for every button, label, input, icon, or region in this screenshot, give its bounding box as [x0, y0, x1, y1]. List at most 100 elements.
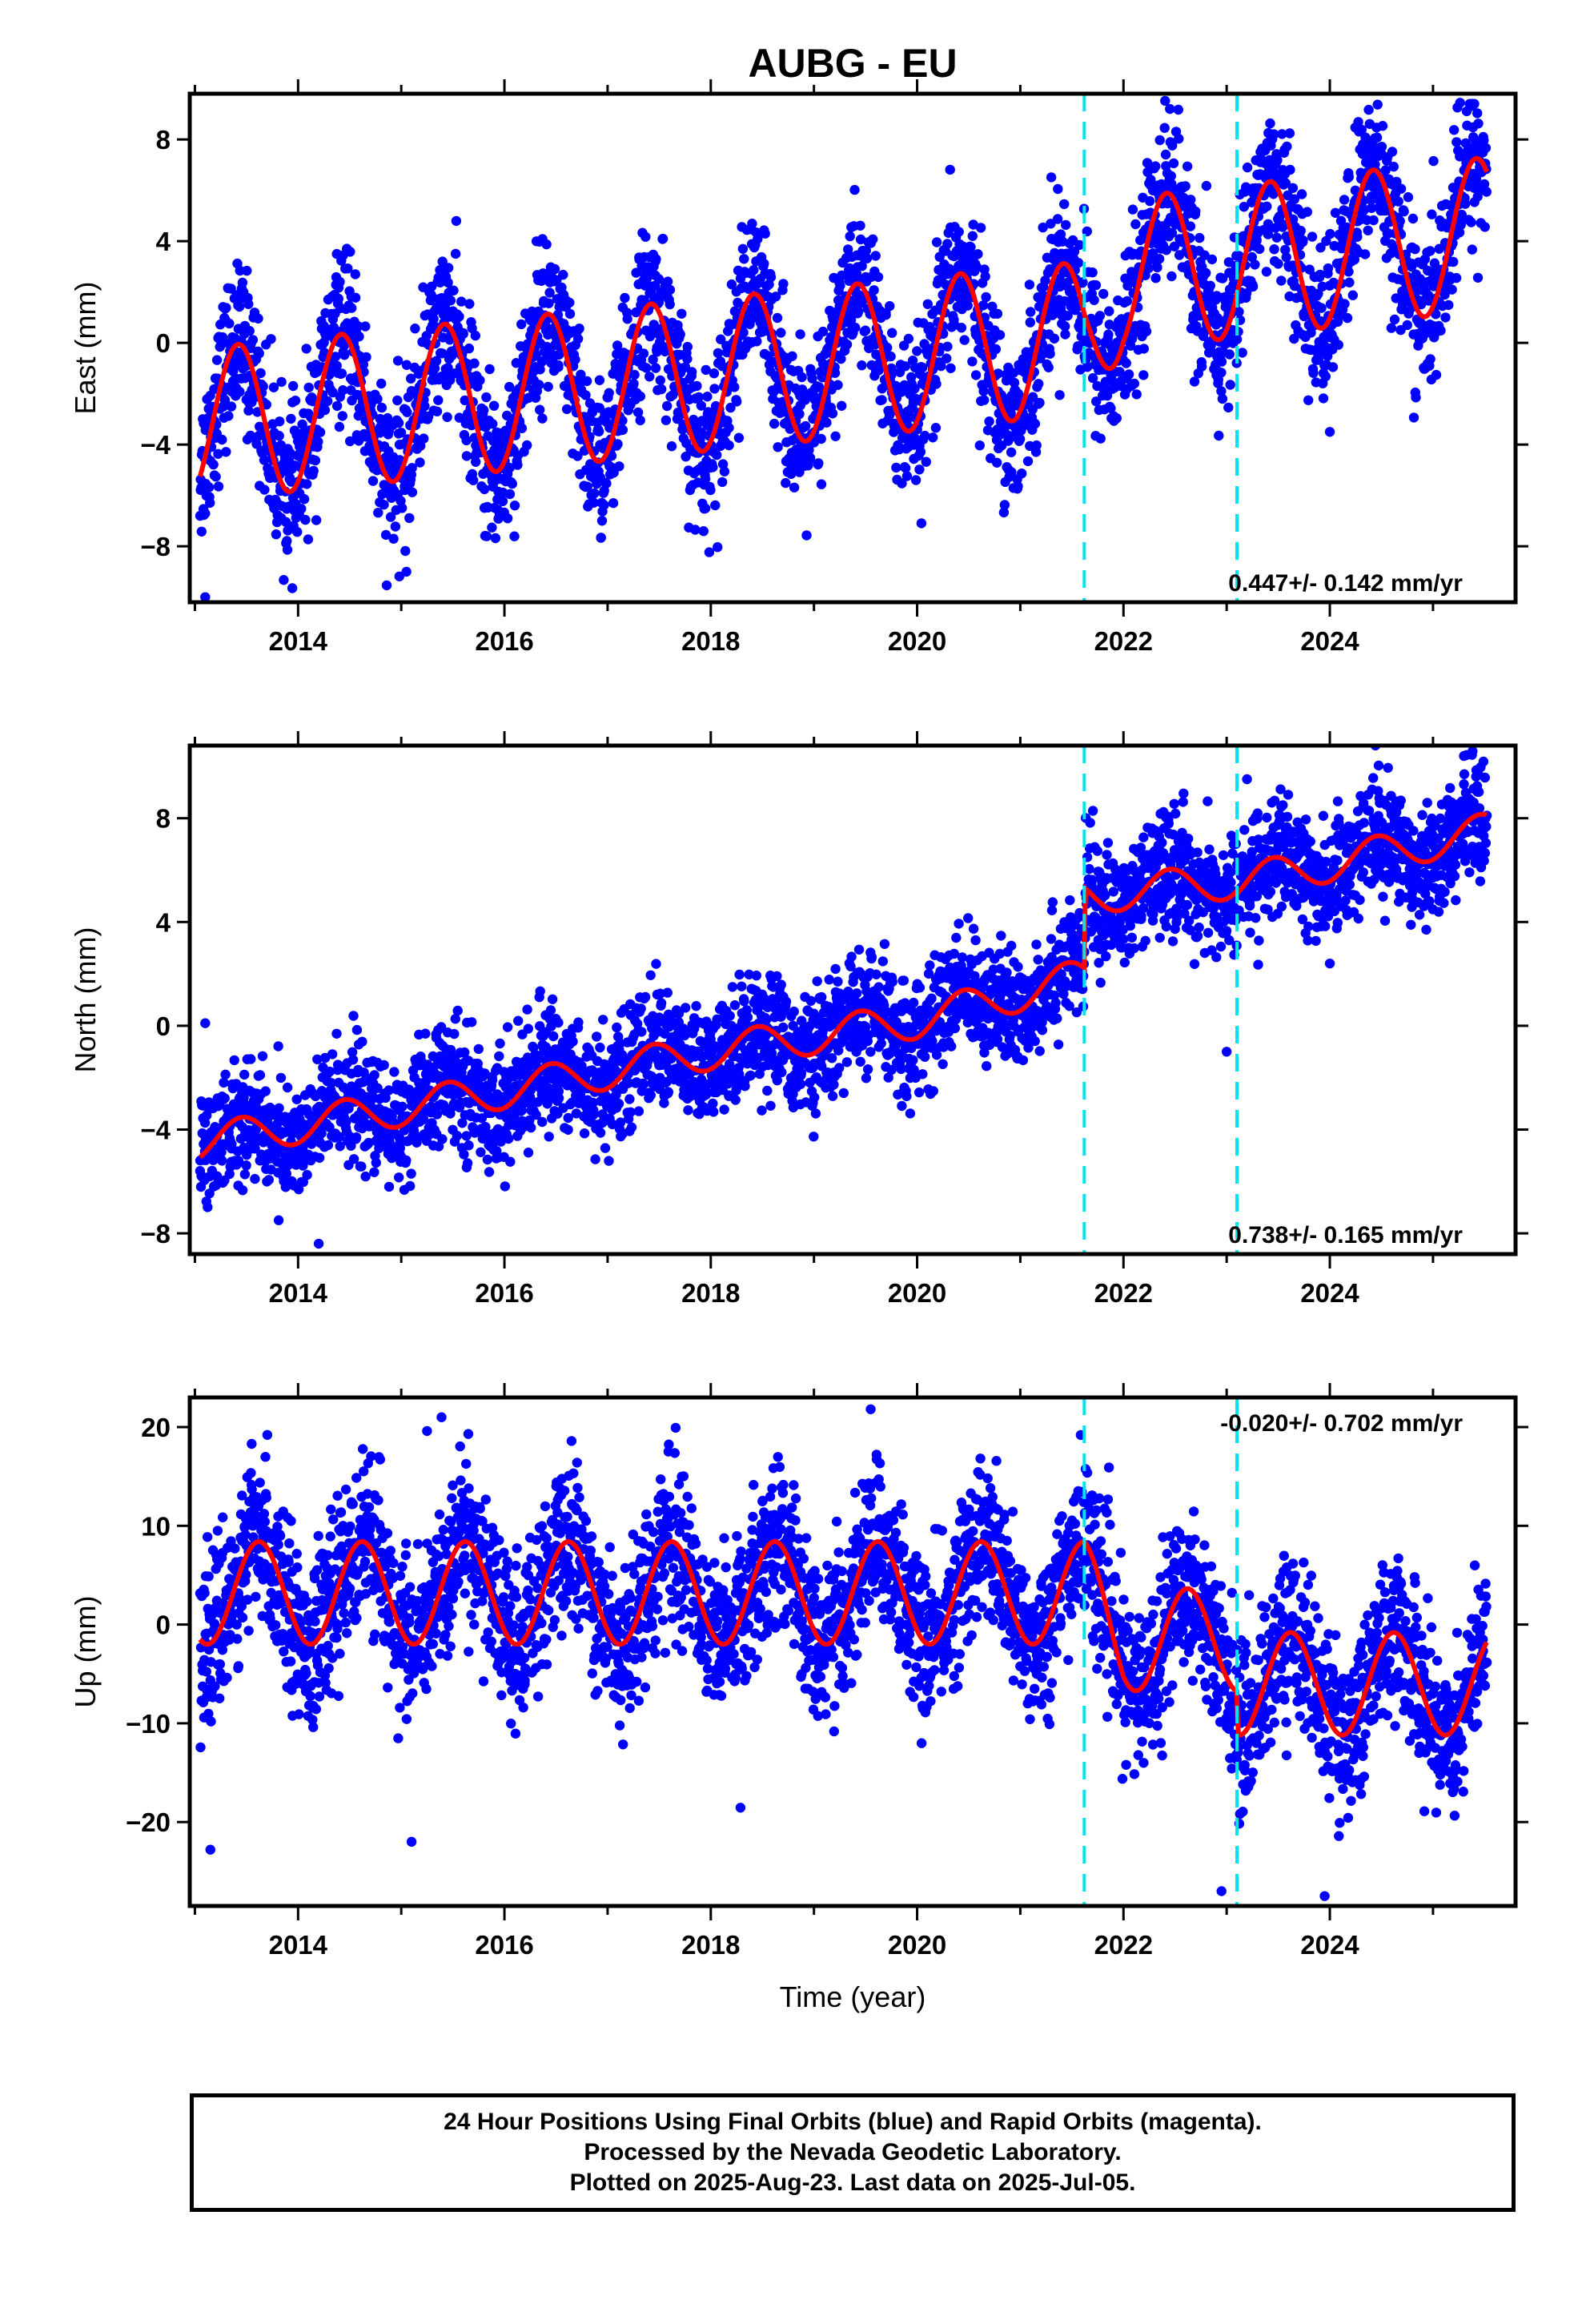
- data-point: [693, 392, 704, 403]
- data-point: [1049, 333, 1060, 344]
- data-point: [629, 369, 640, 380]
- data-point: [537, 413, 548, 424]
- data-point: [392, 356, 404, 366]
- data-point: [1224, 349, 1235, 360]
- data-point: [1129, 378, 1140, 389]
- data-point: [1013, 481, 1023, 492]
- data-point: [665, 284, 676, 296]
- data-point: [291, 1094, 302, 1105]
- data-point: [914, 464, 925, 475]
- data-point: [383, 1085, 394, 1096]
- data-point: [612, 1022, 622, 1033]
- data-point: [700, 473, 711, 485]
- data-point: [458, 328, 468, 340]
- data-point: [1121, 358, 1131, 368]
- data-point: [388, 533, 399, 544]
- data-point: [836, 353, 846, 364]
- data-point: [471, 456, 481, 467]
- data-point: [333, 293, 343, 304]
- data-point: [461, 1131, 472, 1141]
- data-point: [241, 1160, 251, 1171]
- data-point: [931, 379, 942, 389]
- data-point: [572, 451, 583, 461]
- data-point: [1145, 195, 1155, 207]
- data-point: [650, 363, 661, 373]
- data-point: [330, 352, 341, 362]
- data-point: [302, 1169, 312, 1180]
- data-point: [235, 265, 245, 276]
- data-point: [1363, 225, 1373, 235]
- data-point: [916, 518, 927, 529]
- data-point: [250, 1173, 260, 1184]
- data-point: [1022, 456, 1034, 467]
- data-point: [588, 1108, 599, 1119]
- data-point: [405, 1180, 416, 1192]
- data-point: [857, 261, 867, 271]
- data-point: [1387, 147, 1398, 157]
- data-point: [648, 320, 659, 330]
- data-point: [260, 1086, 271, 1096]
- data-point: [1061, 219, 1071, 231]
- data-point: [645, 970, 656, 981]
- data-point: [1449, 125, 1460, 135]
- data-point: [598, 1015, 608, 1025]
- data-point: [770, 292, 781, 302]
- data-point: [369, 1167, 379, 1178]
- data-point: [1031, 440, 1042, 451]
- data-point: [279, 575, 289, 585]
- data-point: [481, 531, 492, 541]
- data-point: [1368, 215, 1379, 226]
- data-point: [945, 164, 955, 175]
- data-point: [450, 1014, 460, 1024]
- data-point: [881, 310, 891, 320]
- data-point: [470, 330, 480, 341]
- chart-title: AUBG - EU: [748, 41, 957, 86]
- data-point: [1173, 104, 1184, 115]
- data-point: [303, 534, 314, 545]
- data-point: [376, 378, 387, 389]
- data-point: [942, 353, 952, 364]
- data-point: [677, 308, 687, 319]
- data-point: [1371, 132, 1383, 143]
- data-point: [351, 1132, 362, 1143]
- data-point: [980, 271, 990, 282]
- data-point: [1034, 379, 1044, 389]
- data-point: [217, 1156, 227, 1166]
- data-point: [544, 298, 554, 308]
- data-point: [311, 515, 322, 525]
- data-point: [974, 440, 986, 451]
- data-point: [437, 348, 448, 359]
- data-point: [324, 1122, 335, 1132]
- data-point: [203, 1202, 213, 1212]
- data-point: [651, 254, 661, 264]
- data-point: [443, 277, 453, 288]
- data-point: [472, 1059, 483, 1069]
- data-point: [635, 391, 645, 402]
- data-point: [274, 431, 284, 441]
- data-point: [1006, 467, 1017, 477]
- data-point: [1138, 344, 1150, 354]
- data-point: [452, 1005, 463, 1016]
- data-point: [535, 986, 545, 997]
- data-point: [1289, 194, 1300, 204]
- data-point: [213, 481, 224, 492]
- data-point: [385, 512, 396, 522]
- data-point: [271, 529, 282, 540]
- data-point: [237, 277, 248, 288]
- data-point: [1180, 181, 1191, 191]
- data-point: [1082, 362, 1093, 372]
- data-point: [563, 1124, 573, 1136]
- data-point: [1333, 340, 1344, 350]
- data-point: [479, 404, 489, 416]
- data-point: [1427, 209, 1437, 219]
- data-point: [1250, 259, 1260, 270]
- data-point: [348, 1154, 359, 1164]
- data-point: [850, 322, 861, 333]
- x-tick-label: 2020: [888, 626, 946, 656]
- data-point: [713, 542, 723, 553]
- data-point: [1009, 377, 1020, 388]
- data-point: [682, 354, 693, 364]
- data-point: [973, 249, 983, 259]
- data-point: [382, 412, 393, 424]
- outlier-point: [200, 592, 211, 602]
